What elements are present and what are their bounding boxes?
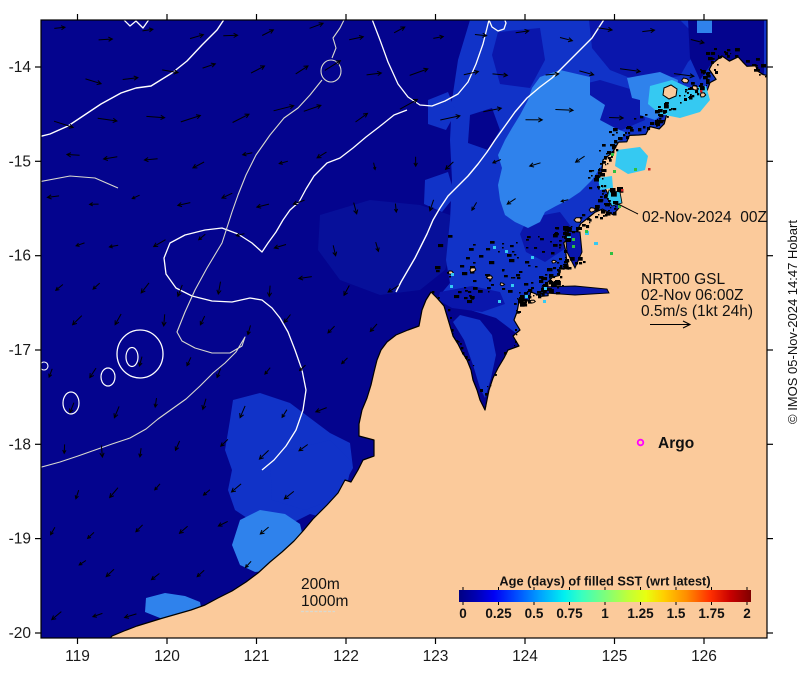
svg-text:123: 123 [423, 648, 449, 665]
svg-text:1: 1 [601, 606, 609, 621]
svg-text:-17: -17 [9, 342, 31, 359]
svg-text:2: 2 [743, 606, 751, 621]
svg-text:Age (days) of filled SST (wrt: Age (days) of filled SST (wrt latest) [499, 574, 710, 589]
svg-text:125: 125 [602, 648, 628, 665]
svg-text:Argo: Argo [658, 435, 694, 452]
svg-text:-18: -18 [9, 436, 31, 453]
svg-text:0: 0 [459, 606, 467, 621]
svg-text:1.75: 1.75 [698, 606, 725, 621]
svg-text:1.5: 1.5 [667, 606, 686, 621]
svg-text:-16: -16 [9, 248, 31, 265]
svg-text:-19: -19 [9, 531, 31, 548]
svg-text:120: 120 [154, 648, 180, 665]
svg-text:-14: -14 [9, 59, 32, 76]
svg-text:0.5m/s (1kt 24h): 0.5m/s (1kt 24h) [641, 303, 753, 320]
svg-text:121: 121 [244, 648, 270, 665]
svg-text:124: 124 [512, 648, 538, 665]
svg-text:© IMOS 05-Nov-2024 14:47 Hobar: © IMOS 05-Nov-2024 14:47 Hobart [785, 220, 800, 424]
svg-text:-15: -15 [9, 153, 31, 170]
svg-text:NRT00 GSL: NRT00 GSL [641, 271, 726, 288]
svg-text:126: 126 [691, 648, 717, 665]
svg-text:0.5: 0.5 [525, 606, 544, 621]
svg-text:1000m: 1000m [301, 593, 348, 610]
svg-text:200m: 200m [301, 576, 340, 593]
svg-text:1.25: 1.25 [627, 606, 654, 621]
svg-text:0.25: 0.25 [485, 606, 512, 621]
svg-text:02-Nov-2024 00Z: 02-Nov-2024 00Z [642, 209, 767, 226]
svg-text:02-Nov 06:00Z: 02-Nov 06:00Z [641, 287, 744, 304]
svg-text:0.75: 0.75 [556, 606, 583, 621]
svg-text:119: 119 [65, 648, 90, 665]
svg-text:122: 122 [333, 648, 359, 665]
svg-text:-20: -20 [9, 625, 32, 642]
